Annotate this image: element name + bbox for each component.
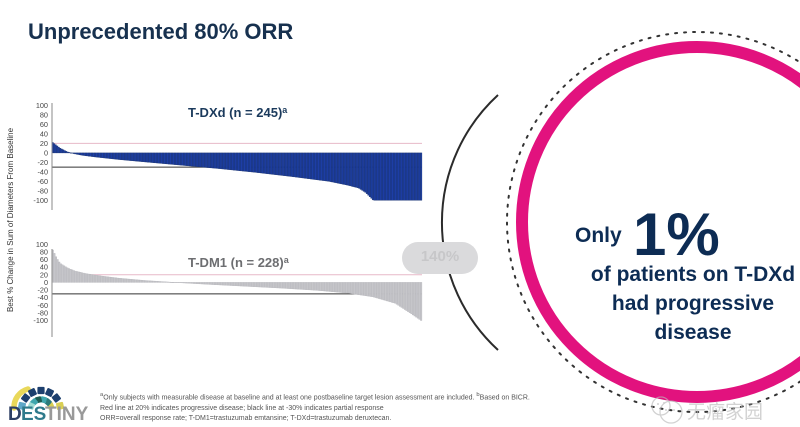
svg-text:Only: Only bbox=[575, 224, 622, 247]
svg-text:disease: disease bbox=[654, 321, 731, 344]
svg-text:无瘤家园: 无瘤家园 bbox=[687, 401, 763, 423]
svg-text:1%: 1% bbox=[633, 201, 720, 268]
svg-text:of patients on T-DXd: of patients on T-DXd bbox=[591, 263, 795, 286]
svg-text:ES: ES bbox=[21, 404, 46, 424]
svg-text:had progressive: had progressive bbox=[612, 292, 774, 315]
svg-text:TINY: TINY bbox=[45, 404, 89, 424]
svg-text:D: D bbox=[8, 404, 22, 424]
